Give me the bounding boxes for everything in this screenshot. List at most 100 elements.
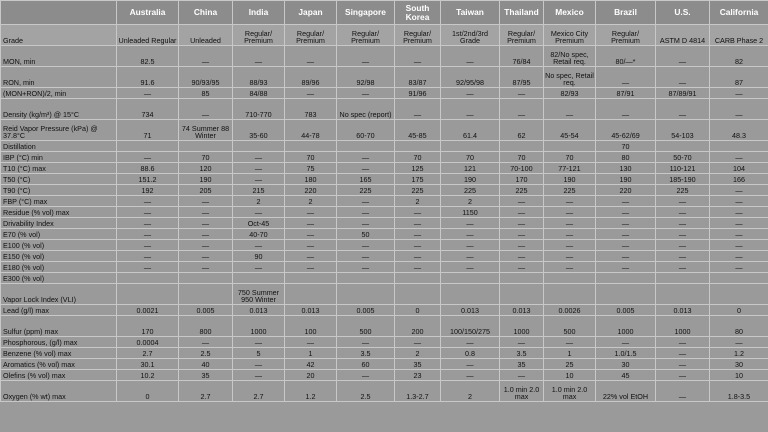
table-row: E150 (% vol) — —90— — — — — — — — — — [0, 250, 768, 262]
row-label: Distillation — [0, 140, 117, 152]
table-cell: 82.5 — [116, 45, 179, 67]
table-cell: 104 — [709, 162, 768, 174]
table-cell: 30.1 — [116, 358, 179, 370]
table-cell: 110-121 — [655, 162, 710, 174]
table-cell: — — [336, 261, 395, 273]
table-cell: — — [336, 162, 395, 174]
table-cell: 5 — [232, 347, 285, 359]
table-cell: 225 — [499, 184, 544, 196]
table-body: Grade Unleaded Regular Unleaded Regular/ Pr… — [0, 24, 768, 402]
table-cell: — — [232, 369, 285, 381]
table-cell: — — [543, 336, 596, 348]
table-cell: 35 — [178, 369, 233, 381]
table-cell: 82/No spec, Retail req. — [543, 45, 596, 67]
table-cell: 1.3-2.7 — [394, 380, 441, 402]
table-cell: 151.2 — [116, 173, 179, 185]
table-cell: 23 — [394, 369, 441, 381]
table-cell: — — [543, 239, 596, 251]
table-cell — [440, 283, 500, 305]
table-cell — [655, 140, 710, 152]
table-cell: 82 — [709, 45, 768, 67]
table-cell: — — [394, 217, 441, 229]
table-cell: 42 — [284, 358, 337, 370]
table-cell: 0.005 — [595, 304, 656, 316]
table-cell: — — [709, 250, 768, 262]
table-cell: — — [499, 261, 544, 273]
row-label: Vapor Lock Index (VLI) — [0, 283, 117, 305]
table-cell: — — [336, 87, 395, 99]
table-cell: 180 — [284, 173, 337, 185]
table-cell: 70 — [543, 151, 596, 163]
table-cell: 50 — [336, 228, 395, 240]
row-label: T50 (°C) — [0, 173, 117, 185]
table-row: E70 (% vol) — —40-70—50— — — — — — — — [0, 228, 768, 240]
table-cell: 215 — [232, 184, 285, 196]
table-cell: — — [709, 228, 768, 240]
table-cell: — — [116, 151, 179, 163]
row-label: T90 (°C) — [0, 184, 117, 196]
header-country: Australia — [116, 0, 179, 25]
table-cell — [336, 283, 395, 305]
table-cell: — — [655, 206, 710, 218]
table-cell: — — [394, 45, 441, 67]
table-cell: 1000 — [232, 315, 285, 337]
table-cell: 3.5 — [336, 347, 395, 359]
table-cell — [178, 283, 233, 305]
table-cell: 3.5 — [499, 347, 544, 359]
table-cell: — — [336, 239, 395, 251]
table-cell: 87/91 — [595, 87, 656, 99]
table-cell: 225 — [440, 184, 500, 196]
table-cell: — — [595, 336, 656, 348]
table-cell: — — [284, 228, 337, 240]
row-label: Sulfur (ppm) max — [0, 315, 117, 337]
table-cell: — — [440, 228, 500, 240]
header-country: Brazil — [595, 0, 656, 25]
table-cell: — — [116, 195, 179, 207]
table-cell: — — [709, 195, 768, 207]
table-cell: 0.013 — [284, 304, 337, 316]
row-label: Olefins (% vol) max — [0, 369, 117, 381]
table-cell: — — [440, 87, 500, 99]
table-cell: 165 — [336, 173, 395, 185]
table-cell: 2.7 — [232, 380, 285, 402]
table-cell: 35 — [394, 358, 441, 370]
table-cell: 82/93 — [543, 87, 596, 99]
table-cell: 40-70 — [232, 228, 285, 240]
table-cell: — — [178, 195, 233, 207]
table-cell: Regular/ Premium — [284, 24, 337, 46]
table-cell: 0 — [394, 304, 441, 316]
row-label: Grade — [0, 24, 117, 46]
table-cell — [116, 272, 179, 284]
table-cell: — — [595, 250, 656, 262]
table-cell: — — [284, 336, 337, 348]
row-label: Drivability Index — [0, 217, 117, 229]
table-cell: 1 — [543, 347, 596, 359]
table-cell: 45-62/69 — [595, 119, 656, 141]
table-cell: Unleaded — [178, 24, 233, 46]
table-cell: 783 — [284, 98, 337, 120]
table-cell: — — [336, 369, 395, 381]
table-cell: Regular/ Premium — [232, 24, 285, 46]
table-cell: — — [595, 98, 656, 120]
table-cell: — — [116, 261, 179, 273]
table-cell: 45-54 — [543, 119, 596, 141]
header-country: India — [232, 0, 285, 25]
table-cell: — — [336, 206, 395, 218]
table-cell: 45 — [595, 369, 656, 381]
table-row: E100 (% vol) — — — — — — — — — — — — — [0, 239, 768, 251]
table-cell: 2 — [284, 195, 337, 207]
table-cell: 30 — [595, 358, 656, 370]
table-cell: 220 — [595, 184, 656, 196]
table-cell — [655, 283, 710, 305]
table-cell: 20 — [284, 369, 337, 381]
table-cell: — — [709, 98, 768, 120]
table-cell: 87/95 — [499, 66, 544, 88]
table-cell: 74 Summer 88 Winter — [178, 119, 233, 141]
row-label: E100 (% vol) — [0, 239, 117, 251]
table-cell: — — [440, 217, 500, 229]
table-cell: — — [543, 195, 596, 207]
table-cell: — — [709, 151, 768, 163]
row-label: E180 (% vol) — [0, 261, 117, 273]
table-cell: 170 — [116, 315, 179, 337]
